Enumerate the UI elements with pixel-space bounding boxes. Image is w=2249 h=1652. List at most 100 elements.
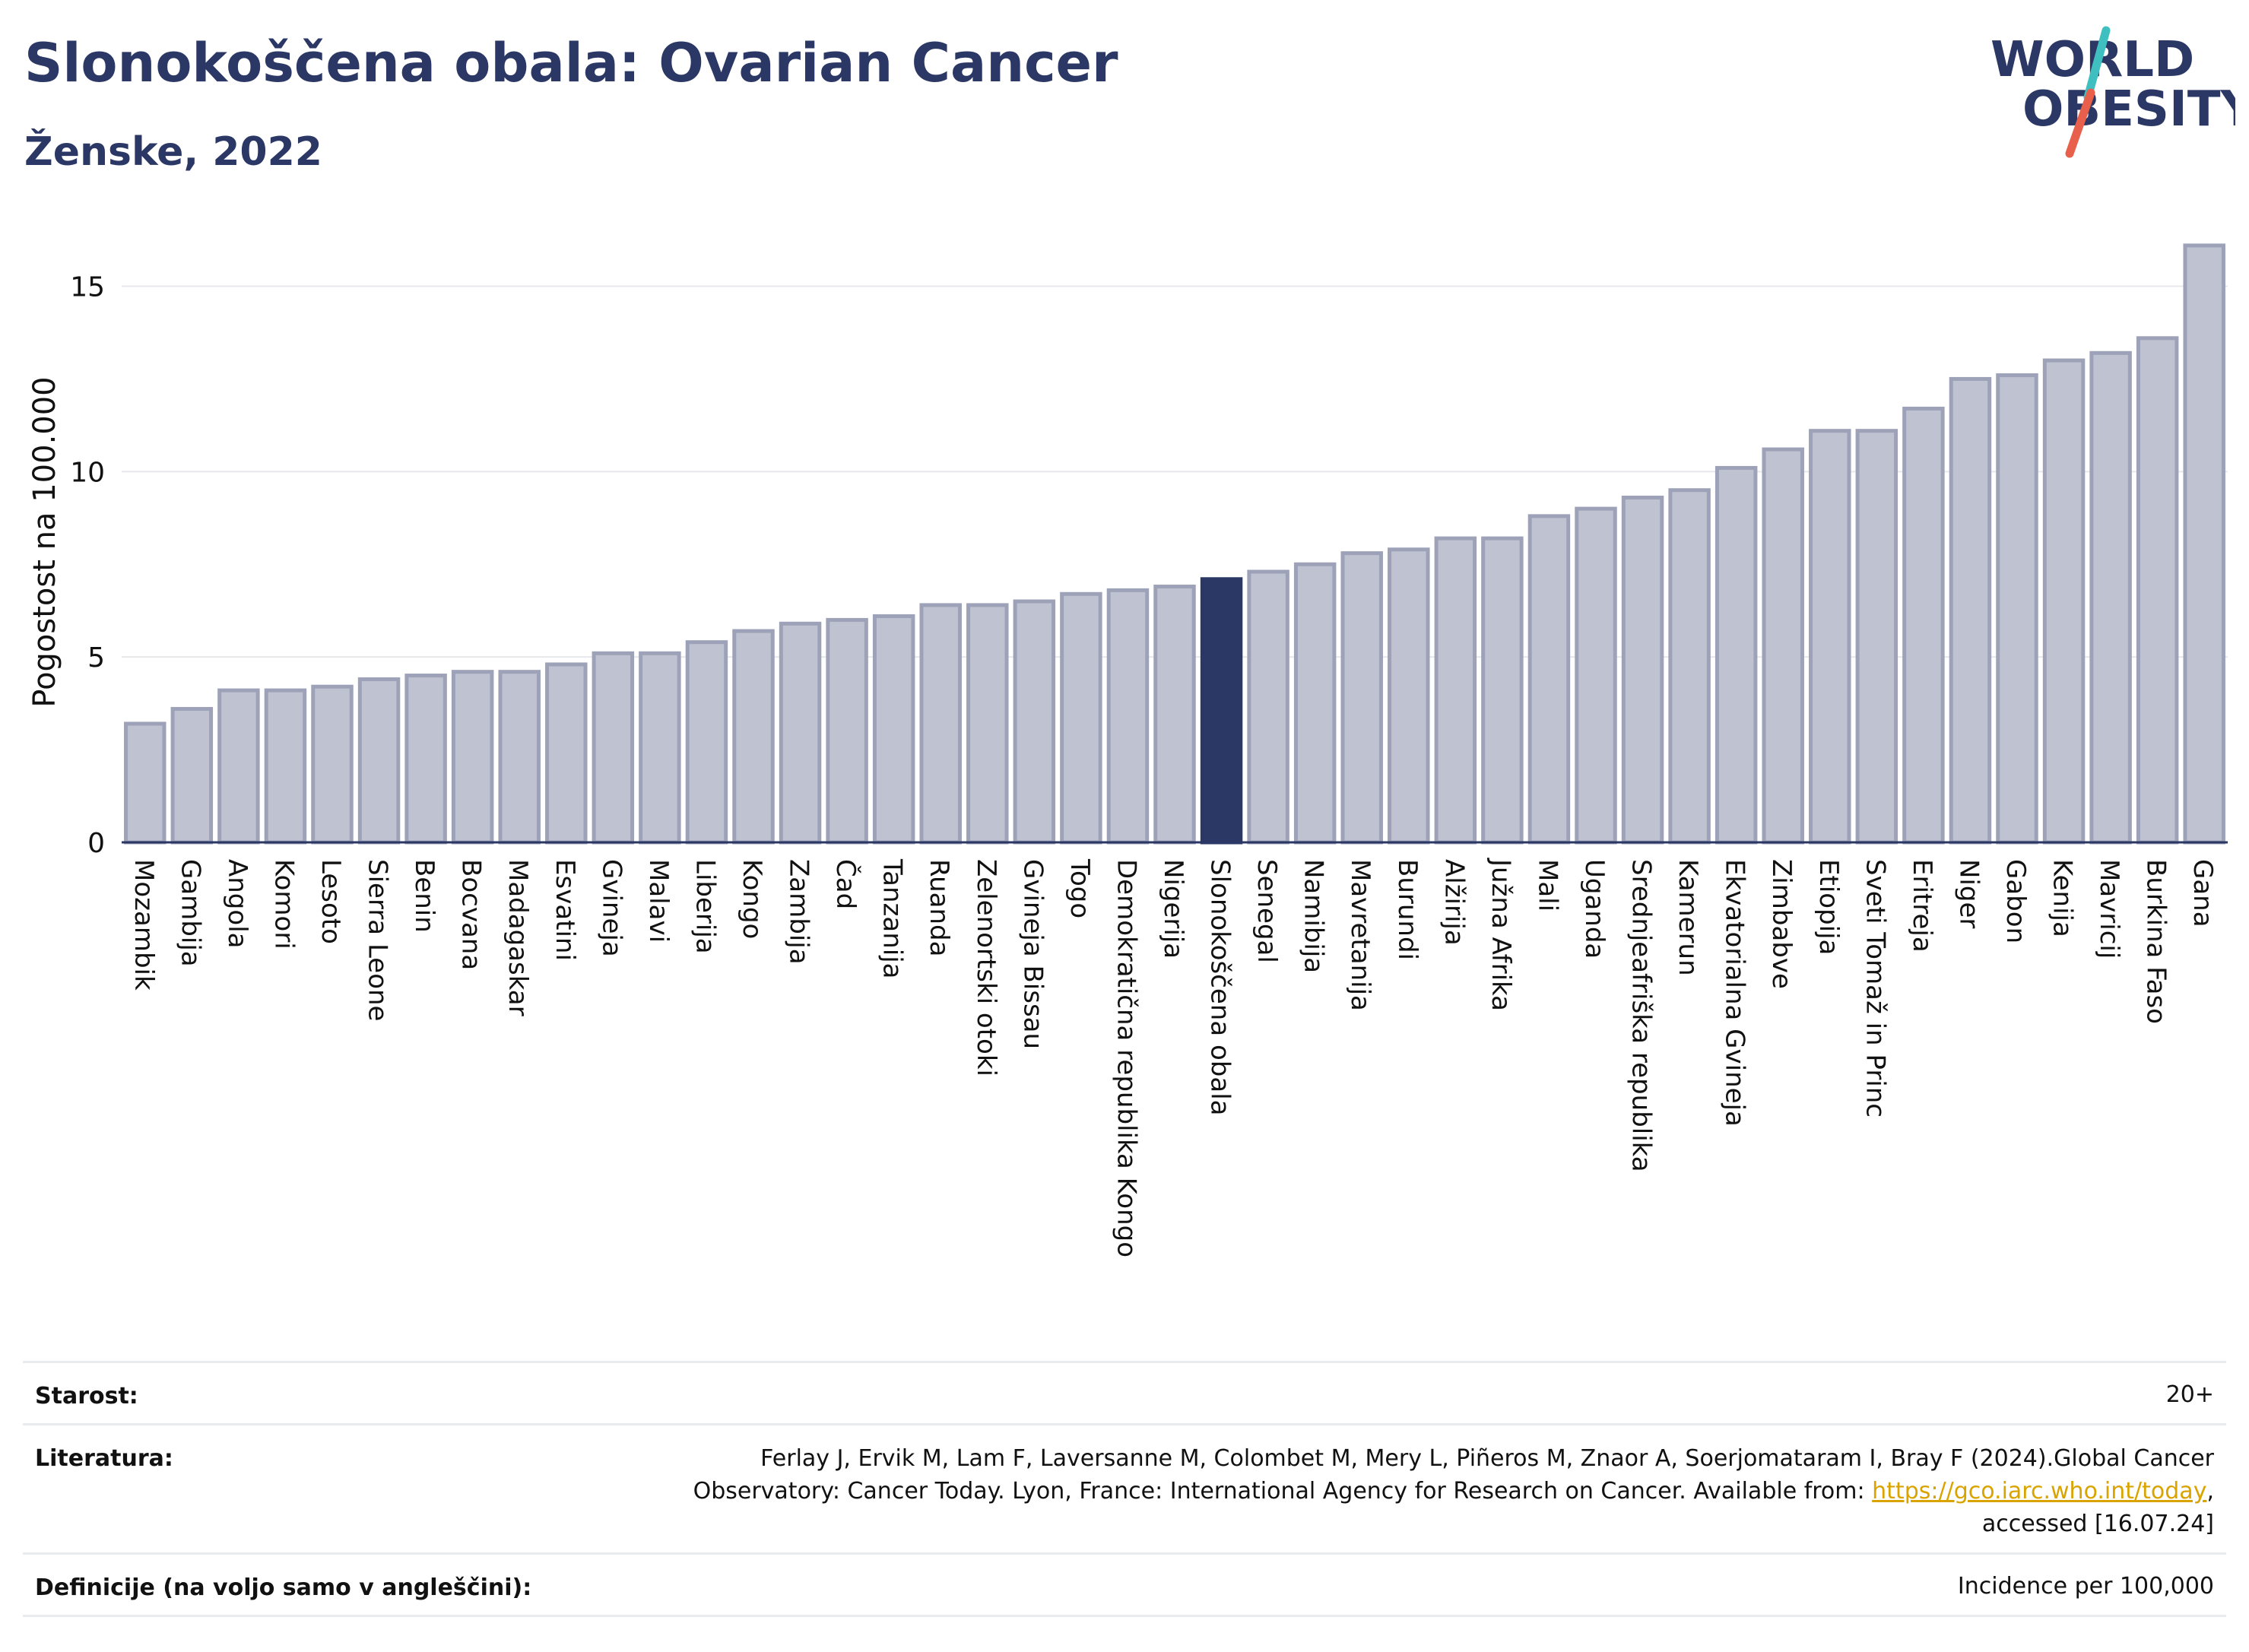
bar bbox=[1434, 536, 1477, 845]
x-tick-label: Esvatini bbox=[550, 859, 580, 961]
bar bbox=[1715, 465, 1758, 845]
bar bbox=[2089, 350, 2132, 845]
bar bbox=[2136, 336, 2179, 845]
x-tick-label: Alžirija bbox=[1439, 859, 1469, 946]
literature-line-3: accessed [16.07.24] bbox=[1981, 1511, 2214, 1537]
bar bbox=[451, 670, 494, 845]
x-tick-label: Gambija bbox=[175, 859, 205, 967]
world-obesity-logo: WORLD OBESITY bbox=[1990, 26, 2235, 158]
x-tick-label: Sierra Leone bbox=[363, 859, 393, 1021]
bar bbox=[498, 670, 541, 845]
page-subtitle: Ženske, 2022 bbox=[24, 129, 322, 175]
x-tick-label: Gana bbox=[2187, 859, 2218, 927]
logo-slash-teal bbox=[2083, 26, 2111, 102]
bar bbox=[779, 621, 822, 845]
x-tick-label: Čad bbox=[830, 859, 861, 909]
definitions-label: Definicije (na voljo samo v angleščini): bbox=[35, 1574, 532, 1601]
y-tick-label: 5 bbox=[87, 642, 105, 674]
age-row: Starost: 20+ bbox=[23, 1361, 2226, 1425]
bar bbox=[919, 603, 962, 845]
x-tick-label: Benin bbox=[409, 859, 439, 933]
x-tick-label: Kongo bbox=[737, 859, 767, 939]
x-tick-label: Kamerun bbox=[1673, 859, 1703, 976]
x-tick-label: Zelenortski otoki bbox=[971, 859, 1001, 1076]
bar bbox=[1762, 447, 1804, 845]
bar bbox=[170, 706, 214, 845]
bar bbox=[264, 688, 307, 845]
x-tick-label: Zimbabve bbox=[1766, 859, 1797, 989]
x-tick-label: Slonokoščena obala bbox=[1205, 859, 1236, 1115]
y-axis-label: Pogostost na 100.000 bbox=[27, 376, 62, 707]
x-tick-label: Sveti Tomaž in Princ bbox=[1860, 859, 1890, 1118]
x-tick-label: Bocvana bbox=[456, 859, 487, 970]
bar bbox=[2183, 243, 2225, 845]
bar bbox=[1481, 536, 1524, 845]
literature-line-2: Observatory: Cancer Today. Lyon, France:… bbox=[693, 1478, 2214, 1505]
logo-slash-red bbox=[2065, 88, 2095, 158]
x-tick-label: Nigerija bbox=[1158, 859, 1188, 959]
definitions-row: Definicije (na voljo samo v angleščini):… bbox=[23, 1552, 2226, 1617]
x-tick-label: Komori bbox=[268, 859, 299, 950]
x-tick-label: Gvineja Bissau bbox=[1017, 859, 1048, 1049]
age-value: 20+ bbox=[2165, 1381, 2214, 1408]
x-tick-label: Burundi bbox=[1392, 859, 1423, 960]
x-tick-label: Kenija bbox=[2048, 859, 2078, 937]
bar bbox=[2042, 358, 2086, 845]
bar bbox=[1153, 585, 1196, 845]
x-tick-label: Demokratična republika Kongo bbox=[1111, 859, 1141, 1257]
x-tick-label: Liberija bbox=[690, 859, 720, 954]
bar bbox=[1668, 488, 1711, 845]
chart-bars bbox=[124, 243, 2225, 845]
x-tick-label: Tanzanija bbox=[877, 858, 908, 978]
bar bbox=[1106, 588, 1150, 845]
y-tick-label: 10 bbox=[70, 457, 105, 488]
bar bbox=[1809, 429, 1851, 845]
literature-row: Literatura: Ferlay J, Ervik M, Lam F, La… bbox=[23, 1423, 2226, 1555]
bar bbox=[545, 662, 588, 845]
x-tick-label: Južna Afrika bbox=[1486, 858, 1516, 1011]
page-title: Slonokoščena obala: Ovarian Cancer bbox=[24, 32, 1118, 94]
literature-link[interactable]: https://gco.iarc.who.int/today bbox=[1872, 1478, 2207, 1505]
definitions-value: Incidence per 100,000 bbox=[1957, 1573, 2214, 1600]
literature-label: Literatura: bbox=[35, 1445, 173, 1472]
bar bbox=[1340, 551, 1383, 845]
bar bbox=[826, 617, 868, 845]
bar bbox=[1013, 599, 1056, 845]
y-tick-label: 15 bbox=[70, 272, 105, 303]
x-tick-label: Mozambik bbox=[128, 859, 159, 991]
x-tick-label: Mali bbox=[1532, 859, 1562, 912]
bar bbox=[1060, 591, 1102, 845]
x-tick-label: Srednjeafriška republika bbox=[1626, 859, 1657, 1172]
x-tick-label: Malavi bbox=[643, 859, 674, 943]
bar bbox=[1527, 514, 1571, 845]
y-axis-ticks: 0 5 10 15 bbox=[70, 272, 105, 859]
x-tick-label: Togo bbox=[1064, 858, 1095, 918]
literature-line-1: Ferlay J, Ervik M, Lam F, Laversanne M, … bbox=[760, 1445, 2214, 1472]
bar bbox=[124, 721, 167, 845]
x-tick-label: Etiopija bbox=[1813, 859, 1844, 955]
x-tick-label: Mavretanija bbox=[1345, 859, 1375, 1011]
bar bbox=[1293, 562, 1337, 845]
bar bbox=[639, 651, 681, 845]
x-tick-label: Gvineja bbox=[596, 859, 626, 957]
x-tick-label: Mavricij bbox=[2094, 859, 2124, 959]
bar bbox=[1855, 429, 1898, 845]
x-tick-label: Niger bbox=[1953, 859, 1984, 928]
x-tick-label: Angola bbox=[222, 859, 252, 948]
bar bbox=[1388, 547, 1430, 845]
bar bbox=[966, 603, 1009, 845]
x-tick-label: Namibija bbox=[1299, 859, 1329, 973]
bar bbox=[1902, 406, 1945, 845]
bar-chart: 0 5 10 15 Mozambik Gambija Angola Komori Lesoto… bbox=[27, 243, 2228, 1257]
bar-highlight bbox=[1200, 577, 1243, 845]
bar bbox=[217, 688, 260, 845]
bar bbox=[404, 674, 447, 845]
x-tick-label: Lesoto bbox=[316, 859, 346, 944]
x-tick-label: Uganda bbox=[1579, 859, 1610, 959]
logo-line2: OBESITY bbox=[2022, 81, 2235, 138]
age-label: Starost: bbox=[35, 1383, 138, 1409]
x-tick-label: Burkina Faso bbox=[2141, 859, 2171, 1024]
x-tick-label: Madagaskar bbox=[503, 859, 533, 1016]
literature-value: Ferlay J, Ervik M, Lam F, Laversanne M, … bbox=[693, 1442, 2214, 1540]
y-tick-label: 0 bbox=[87, 828, 105, 859]
